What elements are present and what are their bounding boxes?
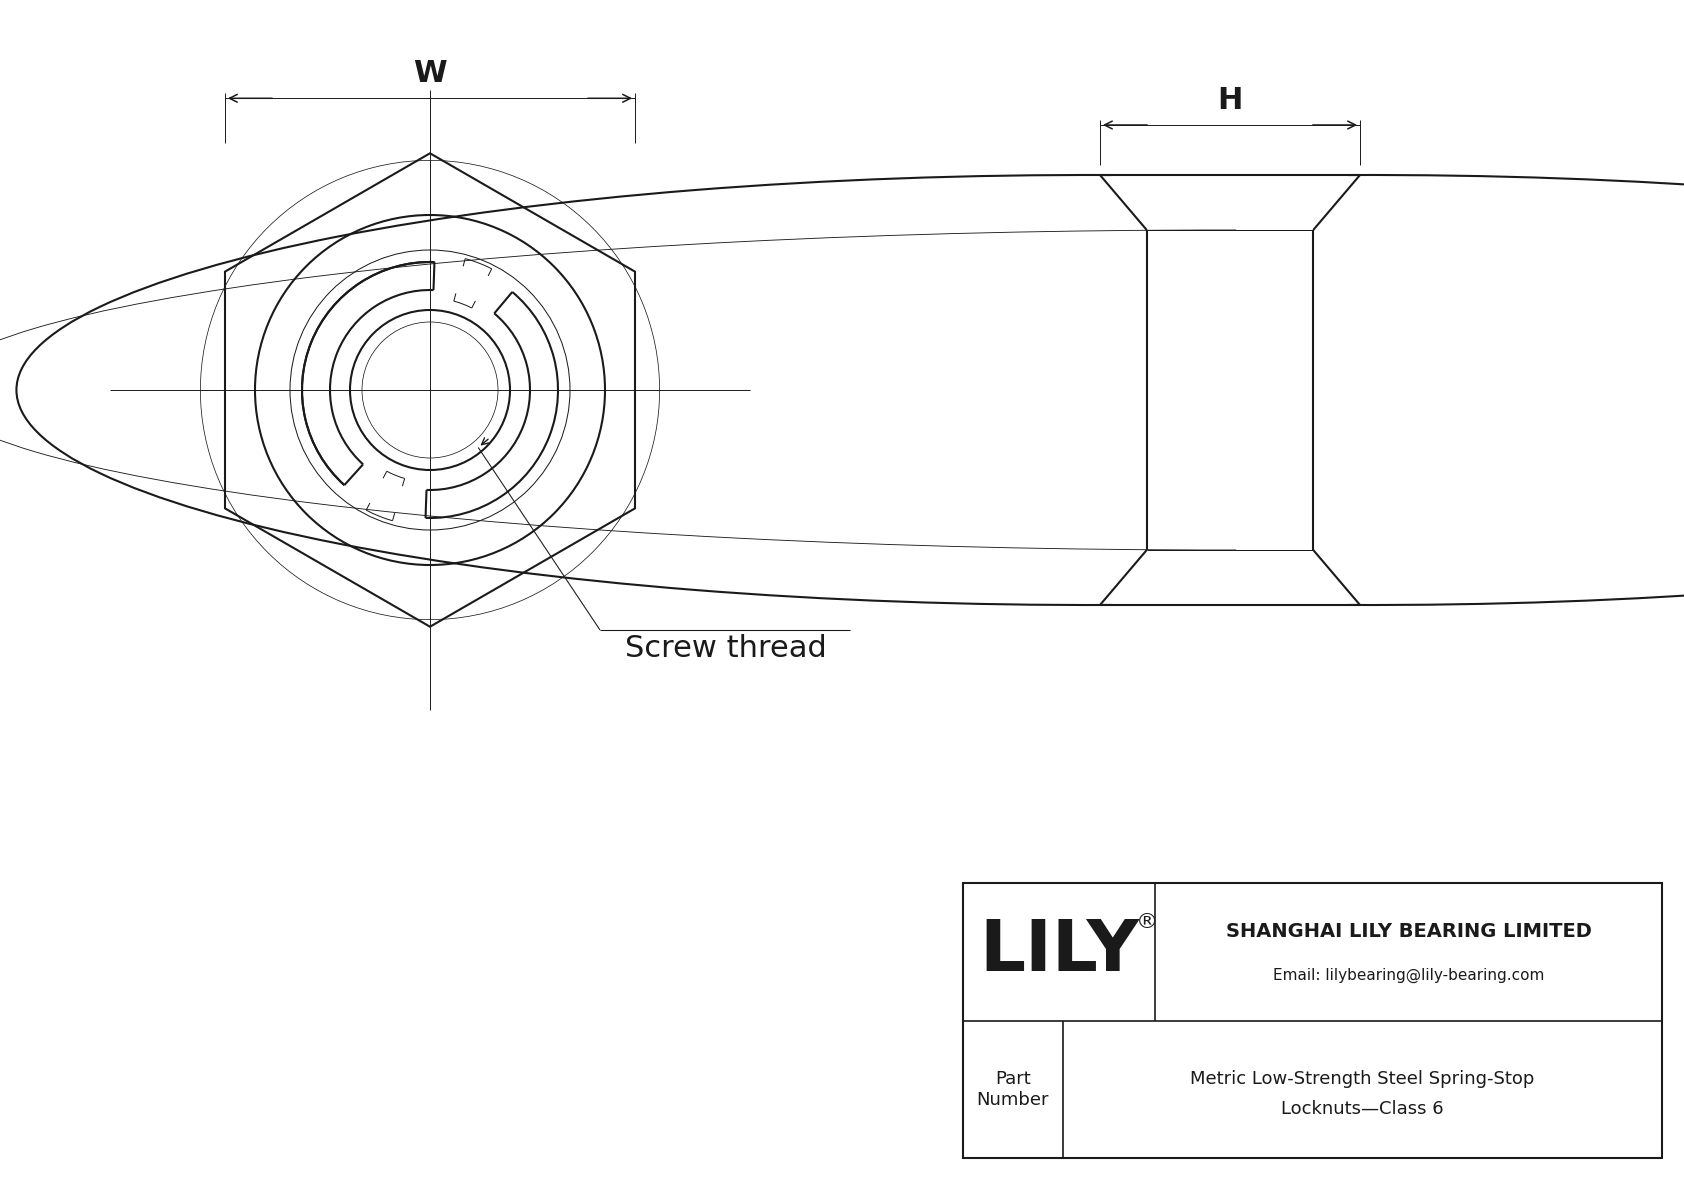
Text: Part
Number: Part Number	[977, 1070, 1049, 1109]
Bar	[963, 883, 1662, 1158]
Text: W: W	[413, 60, 446, 88]
Text: Screw thread: Screw thread	[625, 634, 827, 663]
Text: ®: ®	[1135, 912, 1159, 931]
Text: H: H	[1218, 86, 1243, 116]
Text: Locknuts—Class 6: Locknuts—Class 6	[1282, 1100, 1443, 1118]
Text: Email: lilybearing@lily-bearing.com: Email: lilybearing@lily-bearing.com	[1273, 967, 1544, 983]
Text: SHANGHAI LILY BEARING LIMITED: SHANGHAI LILY BEARING LIMITED	[1226, 922, 1591, 941]
Text: LILY: LILY	[978, 917, 1138, 986]
Text: Metric Low-Strength Steel Spring-Stop: Metric Low-Strength Steel Spring-Stop	[1191, 1071, 1534, 1089]
